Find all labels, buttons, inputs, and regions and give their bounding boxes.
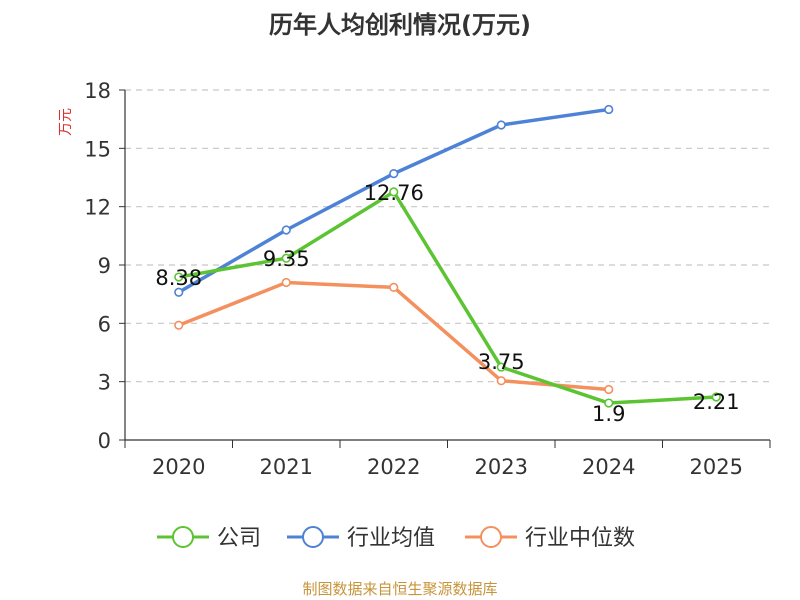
- legend-marker: [172, 526, 194, 548]
- x-tick-label: 2023: [475, 455, 528, 479]
- data-point: [389, 169, 399, 179]
- legend-marker: [480, 526, 502, 548]
- data-point: [604, 384, 614, 395]
- data-label: 3.75: [478, 350, 525, 374]
- data-label: 2.21: [693, 390, 740, 414]
- data-point: [496, 120, 506, 130]
- series-line: [178, 190, 717, 405]
- data-label: 12.76: [364, 181, 424, 205]
- x-tick-label: 2025: [690, 455, 743, 479]
- data-point: [496, 362, 506, 372]
- data-point: [496, 376, 506, 386]
- y-tick-label: 0: [98, 429, 111, 453]
- data-point: [604, 398, 614, 408]
- data-point: [174, 320, 184, 330]
- data-point: [281, 277, 291, 288]
- data-point: [174, 287, 184, 297]
- legend-item[interactable]: 公司: [157, 526, 261, 551]
- y-tick-label: 18: [84, 79, 111, 103]
- data-point: [174, 272, 184, 282]
- data-point: [281, 253, 291, 263]
- data-label: 1.9: [592, 402, 625, 426]
- legend-label: 行业中位数: [525, 526, 635, 551]
- data-point: [389, 187, 399, 197]
- y-tick-label: 6: [98, 312, 111, 336]
- data-label: 8.38: [155, 266, 202, 290]
- legend-item[interactable]: 行业中位数: [465, 526, 635, 551]
- data-point: [389, 282, 399, 292]
- y-tick-label: 3: [98, 371, 111, 395]
- y-tick-label: 12: [84, 196, 111, 220]
- x-tick-label: 2022: [367, 455, 420, 479]
- data-label: 9.35: [263, 247, 310, 271]
- series-line: [178, 280, 609, 392]
- data-point: [711, 392, 721, 402]
- legend-marker: [302, 526, 324, 548]
- y-tick-label: 15: [84, 137, 111, 161]
- y-tick-label: 9: [98, 254, 111, 278]
- data-point: [604, 104, 614, 115]
- legend-item[interactable]: 行业均值: [287, 526, 435, 551]
- x-tick-label: 2020: [152, 455, 205, 479]
- chart-title: 历年人均创利情况(万元): [269, 11, 531, 39]
- source-note: 制图数据来自恒生聚源数据库: [302, 580, 497, 598]
- y-axis-label: 万元: [58, 108, 74, 136]
- data-point: [281, 225, 291, 235]
- x-tick-label: 2024: [582, 455, 635, 479]
- x-tick-label: 2021: [260, 455, 313, 479]
- legend-label: 行业均值: [347, 526, 435, 551]
- legend-label: 公司: [217, 526, 261, 551]
